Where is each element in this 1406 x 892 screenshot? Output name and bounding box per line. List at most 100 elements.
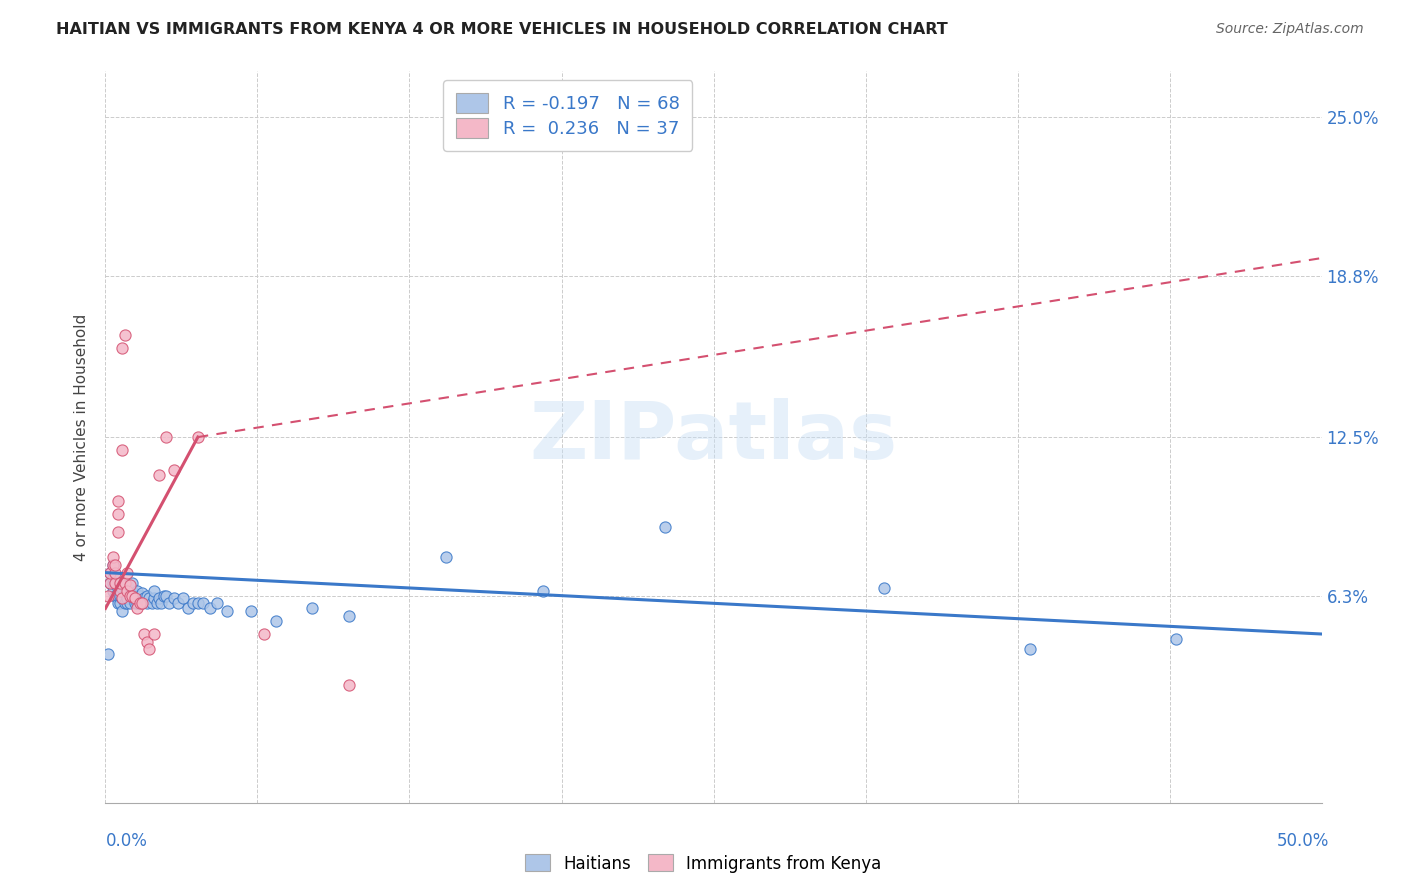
- Point: [153, 589, 176, 603]
- Point: [118, 578, 141, 592]
- Point: [101, 558, 124, 572]
- Point: [264, 614, 287, 628]
- Point: [111, 604, 134, 618]
- Point: [434, 550, 457, 565]
- Point: [101, 550, 124, 565]
- Point: [172, 591, 194, 606]
- Point: [143, 627, 166, 641]
- Point: [111, 581, 134, 595]
- Point: [104, 589, 127, 603]
- Point: [187, 596, 209, 610]
- Point: [101, 583, 124, 598]
- Point: [143, 591, 166, 606]
- Point: [101, 558, 124, 572]
- Point: [873, 581, 896, 595]
- Point: [118, 586, 141, 600]
- Point: [134, 591, 156, 606]
- Point: [131, 596, 153, 610]
- Point: [135, 634, 157, 648]
- Text: 50.0%: 50.0%: [1277, 832, 1329, 850]
- Point: [217, 604, 239, 618]
- Point: [141, 596, 163, 610]
- Point: [155, 589, 177, 603]
- Point: [252, 627, 274, 641]
- Point: [121, 583, 143, 598]
- Point: [121, 575, 143, 590]
- Point: [108, 575, 131, 590]
- Point: [337, 678, 360, 692]
- Point: [104, 575, 127, 590]
- Point: [138, 591, 160, 606]
- Point: [118, 596, 141, 610]
- Point: [107, 589, 129, 603]
- Point: [108, 596, 131, 610]
- Point: [107, 571, 129, 585]
- Point: [131, 586, 153, 600]
- Point: [108, 583, 131, 598]
- Point: [138, 642, 160, 657]
- Point: [124, 591, 146, 606]
- Point: [118, 589, 141, 603]
- Point: [97, 589, 120, 603]
- Point: [187, 430, 209, 444]
- Point: [1164, 632, 1187, 647]
- Point: [157, 596, 180, 610]
- Point: [108, 589, 131, 603]
- Point: [337, 609, 360, 624]
- Point: [104, 575, 127, 590]
- Point: [207, 596, 229, 610]
- Point: [240, 604, 263, 618]
- Point: [107, 507, 129, 521]
- Point: [111, 341, 134, 355]
- Point: [111, 442, 134, 457]
- Point: [531, 583, 554, 598]
- Point: [167, 596, 190, 610]
- Point: [148, 591, 170, 606]
- Point: [135, 589, 157, 603]
- Point: [117, 596, 139, 610]
- Point: [98, 575, 121, 590]
- Point: [128, 589, 150, 603]
- Legend: Haitians, Immigrants from Kenya: Haitians, Immigrants from Kenya: [519, 847, 887, 880]
- Point: [98, 566, 121, 580]
- Point: [121, 589, 143, 603]
- Point: [114, 596, 136, 610]
- Point: [97, 648, 120, 662]
- Point: [114, 575, 136, 590]
- Point: [198, 601, 221, 615]
- Point: [108, 575, 131, 590]
- Point: [104, 558, 127, 572]
- Point: [125, 596, 148, 610]
- Point: [125, 583, 148, 598]
- Point: [134, 627, 156, 641]
- Text: Source: ZipAtlas.com: Source: ZipAtlas.com: [1216, 22, 1364, 37]
- Point: [135, 596, 157, 610]
- Point: [301, 601, 323, 615]
- Point: [117, 591, 139, 606]
- Text: HAITIAN VS IMMIGRANTS FROM KENYA 4 OR MORE VEHICLES IN HOUSEHOLD CORRELATION CHA: HAITIAN VS IMMIGRANTS FROM KENYA 4 OR MO…: [56, 22, 948, 37]
- Point: [117, 583, 139, 598]
- Point: [114, 586, 136, 600]
- Text: ZIPatlas: ZIPatlas: [530, 398, 897, 476]
- Point: [101, 575, 124, 590]
- Point: [162, 591, 184, 606]
- Point: [155, 430, 177, 444]
- Point: [104, 566, 127, 580]
- Point: [181, 596, 204, 610]
- Point: [124, 596, 146, 610]
- Point: [143, 583, 166, 598]
- Point: [654, 519, 676, 533]
- Point: [98, 575, 121, 590]
- Point: [124, 589, 146, 603]
- Text: 0.0%: 0.0%: [105, 832, 148, 850]
- Point: [107, 524, 129, 539]
- Point: [150, 596, 173, 610]
- Point: [177, 601, 200, 615]
- Point: [111, 591, 134, 606]
- Point: [107, 494, 129, 508]
- Point: [117, 578, 139, 592]
- Point: [101, 571, 124, 585]
- Point: [1018, 642, 1040, 657]
- Legend: R = -0.197   N = 68, R =  0.236   N = 37: R = -0.197 N = 68, R = 0.236 N = 37: [443, 80, 692, 151]
- Y-axis label: 4 or more Vehicles in Household: 4 or more Vehicles in Household: [75, 313, 90, 561]
